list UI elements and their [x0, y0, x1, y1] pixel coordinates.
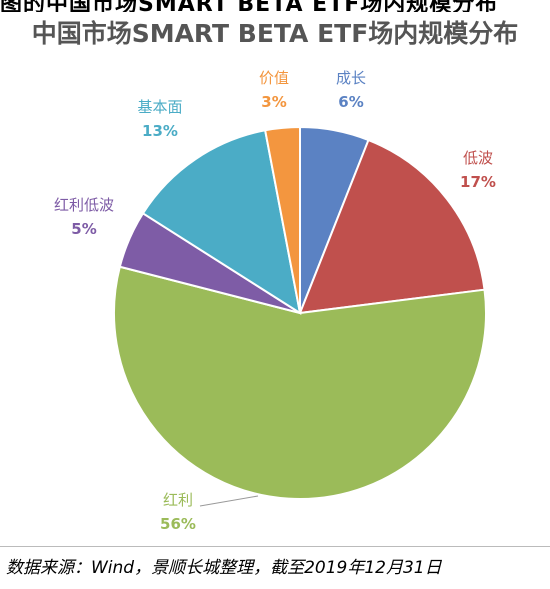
leader-line — [199, 495, 259, 507]
slice-label-1: 低波 — [463, 149, 493, 167]
slice-value-0: 6% — [338, 93, 363, 111]
slice-value-1: 17% — [460, 173, 496, 191]
slice-value-4: 13% — [142, 122, 178, 140]
chart-title: 中国市场SMART BETA ETF场内规模分布 — [31, 19, 519, 48]
pie-slice-5 — [263, 125, 301, 314]
slice-value-2: 56% — [160, 515, 196, 533]
slice-value-3: 5% — [71, 220, 96, 238]
source-note: 数据来源：Wind，景顺长城整理，截至2019年12月31日 — [6, 558, 442, 578]
cropped-heading-text: 图的中国市场SMART BETA ETF场内规模分布 — [0, 0, 550, 12]
pie-slice-1 — [298, 138, 486, 315]
pie-slice-4 — [141, 129, 302, 316]
divider — [0, 546, 550, 547]
slice-value-5: 3% — [261, 93, 286, 111]
slice-label-3: 红利低波 — [54, 196, 114, 214]
slice-label-5: 价值 — [259, 69, 289, 87]
slice-label-2: 红利 — [163, 491, 193, 509]
slice-label-0: 成长 — [336, 69, 366, 87]
pie-slice-2 — [113, 265, 487, 500]
slice-label-4: 基本面 — [137, 98, 182, 116]
